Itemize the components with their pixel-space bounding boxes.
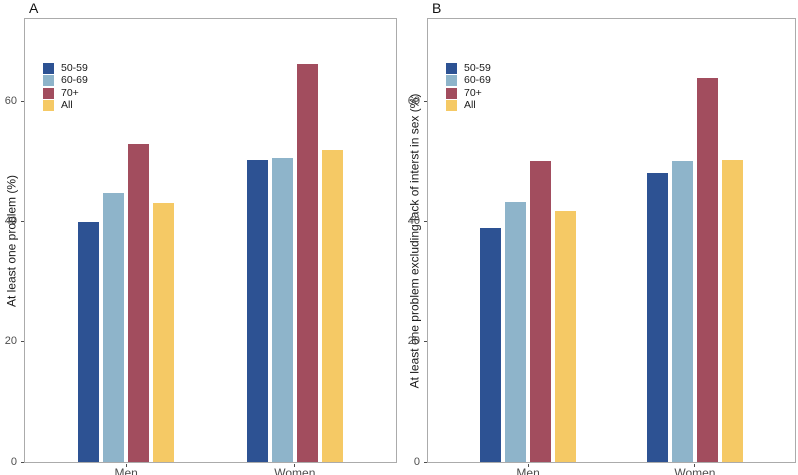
legend-label: 50-59 bbox=[464, 61, 491, 74]
legend-label: 70+ bbox=[464, 86, 482, 99]
legend-swatch-70plus bbox=[446, 87, 457, 99]
bar-women-50-59 bbox=[646, 172, 668, 462]
panel-b-ytick-label-0: 0 bbox=[413, 455, 420, 468]
legend-item: All bbox=[446, 100, 491, 113]
bar-men-60-69 bbox=[505, 202, 527, 462]
bar-men-70plus bbox=[128, 143, 150, 462]
panel-b-ytick-mark-20 bbox=[423, 341, 427, 343]
panel-b-xtick-mark-women bbox=[694, 463, 696, 467]
legend-swatch-all bbox=[43, 100, 54, 112]
panel-a-category-label-men: Men bbox=[114, 466, 138, 475]
bar-men-all bbox=[153, 202, 175, 462]
panel-b-y-axis-label: At least one problem excluding lack of i… bbox=[407, 93, 421, 388]
panel-b-category-label-men: Men bbox=[516, 466, 540, 475]
legend-item: 60-69 bbox=[43, 75, 88, 88]
legend-item: 50-59 bbox=[446, 62, 491, 75]
panel-a-ytick-label-40: 40 bbox=[4, 215, 17, 228]
panel-a-ytick-mark-60 bbox=[20, 101, 24, 103]
panel-a-ytick-label-0: 0 bbox=[10, 455, 17, 468]
panel-b-legend: 50-59 60-69 70+ All bbox=[446, 62, 491, 112]
panel-a-ytick-label-60: 60 bbox=[4, 95, 17, 108]
panel-a-xtick-mark-men bbox=[125, 463, 127, 467]
legend-label: All bbox=[464, 99, 476, 112]
bar-men-all bbox=[555, 211, 577, 462]
panel-a-ytick-mark-0 bbox=[20, 461, 24, 463]
bar-men-60-69 bbox=[103, 193, 125, 462]
panel-b-ytick-mark-0 bbox=[423, 461, 427, 463]
legend-label: 50-59 bbox=[61, 61, 88, 74]
panel-a-ytick-mark-20 bbox=[20, 341, 24, 343]
bar-men-70plus bbox=[530, 160, 552, 462]
bar-men-50-59 bbox=[78, 222, 100, 462]
bar-women-all bbox=[321, 149, 343, 462]
panel-b-ytick-mark-60 bbox=[423, 101, 427, 103]
legend-label: 60-69 bbox=[464, 74, 491, 87]
bar-men-50-59 bbox=[480, 227, 502, 462]
legend-swatch-50-59 bbox=[446, 62, 457, 74]
legend-label: 70+ bbox=[61, 86, 79, 99]
panel-b-ytick-mark-40 bbox=[423, 221, 427, 223]
legend-label: All bbox=[61, 99, 73, 112]
panel-b-title: B bbox=[432, 0, 442, 16]
legend-swatch-50-59 bbox=[43, 62, 54, 74]
legend-item: 50-59 bbox=[43, 62, 88, 75]
panel-b-ytick-label-20: 20 bbox=[407, 335, 420, 348]
panel-a-category-label-women: Women bbox=[274, 466, 316, 475]
legend-item: 70+ bbox=[43, 87, 88, 100]
panel-b-ytick-label-60: 60 bbox=[407, 95, 420, 108]
legend-item: 60-69 bbox=[446, 75, 491, 88]
panel-a-xtick-mark-women bbox=[294, 463, 296, 467]
panel-a-ytick-mark-40 bbox=[20, 221, 24, 223]
bar-women-60-69 bbox=[671, 160, 693, 462]
legend-label: 60-69 bbox=[61, 74, 88, 87]
panel-a-title: A bbox=[29, 0, 39, 16]
bar-women-70plus bbox=[296, 64, 318, 462]
panel-b-xtick-mark-men bbox=[527, 463, 529, 467]
legend-item: 70+ bbox=[446, 87, 491, 100]
legend-swatch-all bbox=[446, 100, 457, 112]
bar-women-all bbox=[721, 160, 743, 462]
legend-swatch-70plus bbox=[43, 87, 54, 99]
legend-item: All bbox=[43, 100, 88, 113]
bar-women-50-59 bbox=[246, 160, 268, 462]
bar-women-70plus bbox=[696, 77, 718, 462]
panel-a-legend: 50-59 60-69 70+ All bbox=[43, 62, 88, 112]
panel-b-ytick-label-40: 40 bbox=[407, 215, 420, 228]
legend-swatch-60-69 bbox=[446, 75, 457, 87]
bar-women-60-69 bbox=[271, 157, 293, 462]
panel-a-ytick-label-20: 20 bbox=[4, 335, 17, 348]
legend-swatch-60-69 bbox=[43, 75, 54, 87]
panel-b-category-label-women: Women bbox=[674, 466, 716, 475]
